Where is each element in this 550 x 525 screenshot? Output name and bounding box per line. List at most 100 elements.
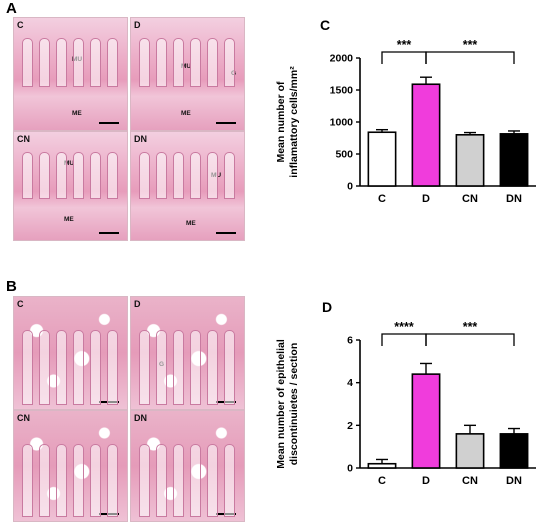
crypt-shape <box>190 330 201 405</box>
y-axis-label-line: Mean number of epithelial <box>275 339 287 469</box>
crypt-shape <box>56 330 67 405</box>
crypt-shape <box>207 38 218 88</box>
crypt-shape <box>207 151 218 199</box>
crypt-shape <box>156 330 167 405</box>
crypt-shape <box>139 330 150 405</box>
scale-bar <box>99 232 119 234</box>
x-tick-label: C <box>378 475 386 487</box>
bar-chart-inflammatory-cells: C 0 500 1000 1500 2000 Mean number ofinflamatt… <box>275 17 536 205</box>
crypt-shape <box>39 38 50 88</box>
layer-tag-mu: MU <box>64 160 75 167</box>
significance-label: *** <box>463 38 478 52</box>
layer-tag-mu: MU <box>181 63 192 70</box>
crypt-shape <box>207 330 218 405</box>
layer-tag-me: ME <box>72 110 82 117</box>
layer-tag-me: ME <box>186 220 196 227</box>
micrograph-b-c: C <box>13 296 128 410</box>
y-axis-label-line: inflamattory cells/mm² <box>288 66 300 178</box>
crypt-shape <box>173 38 184 88</box>
crypt-shape <box>73 443 84 517</box>
significance-bracket <box>381 333 427 346</box>
x-tick-label: CN <box>462 193 478 205</box>
y-tick-label: 0 <box>347 463 353 475</box>
crypt-shape <box>190 38 201 88</box>
crypt-shape <box>139 443 150 517</box>
micrograph-a-c: C MU ME <box>13 17 128 131</box>
bar-c <box>367 462 397 469</box>
bar-cn <box>455 134 485 187</box>
crypt-shape <box>107 330 118 405</box>
bar-chart-epithelial-discontinuities: D 0 2 4 6 Mean number of epithelialdiscontinu… <box>275 299 536 487</box>
panel-letter-a: A <box>6 0 17 17</box>
micrograph-label: D <box>134 20 141 30</box>
y-tick-label: 0 <box>347 181 353 193</box>
bar-cn <box>455 433 485 469</box>
crypt-shape <box>224 151 235 199</box>
significance-label: **** <box>394 320 414 334</box>
y-tick-label: 500 <box>335 149 353 161</box>
layer-tag-me: ME <box>181 110 191 117</box>
y-axis-label: Mean number ofinflamattory cells/mm² <box>275 66 300 178</box>
micrograph-label: C <box>17 299 24 309</box>
significance-label: *** <box>397 38 412 52</box>
crypt-shape <box>56 151 67 199</box>
x-tick-label: C <box>378 193 386 205</box>
crypt-shape <box>39 443 50 517</box>
crypt-shape <box>56 38 67 88</box>
significance-bracket <box>425 51 515 64</box>
y-tick-label: 4 <box>347 377 353 389</box>
panel-letter: D <box>322 299 332 315</box>
x-tick-label: CN <box>462 475 478 487</box>
layer-tag-me: ME <box>64 216 74 223</box>
micrograph-label: CN <box>17 134 30 144</box>
crypt-shape <box>156 38 167 88</box>
y-tick-label: 2 <box>347 420 353 432</box>
crypt-shape <box>156 151 167 199</box>
y-tick-label: 1500 <box>330 85 354 97</box>
micrograph-a-d: D MU ME G <box>130 17 245 131</box>
crypt-shape <box>22 38 33 88</box>
y-axis-label-line: Mean number of <box>275 81 287 163</box>
crypt-shape <box>22 330 33 405</box>
crypt-shape <box>22 151 33 199</box>
crypt-shape <box>224 330 235 405</box>
significance-bracket <box>381 51 427 64</box>
crypt-shape <box>39 151 50 199</box>
crypt-shape <box>73 151 84 199</box>
micrograph-a-cn: CN MU ME <box>13 131 128 241</box>
crypt-shape <box>139 151 150 199</box>
crypt-shape <box>56 443 67 517</box>
x-tick-label: DN <box>506 193 522 205</box>
micrograph-b-dn: DN <box>130 410 245 522</box>
crypt-shape <box>90 38 101 88</box>
crypt-shape <box>156 443 167 517</box>
crypt-shape <box>207 443 218 517</box>
bar-c <box>367 131 397 187</box>
micrograph-label: DN <box>134 413 147 423</box>
crypt-shape <box>39 330 50 405</box>
crypt-shape <box>22 443 33 517</box>
bar-dn <box>499 133 529 187</box>
y-tick-label: 2000 <box>330 53 354 65</box>
micrograph-b-d: D G <box>130 296 245 410</box>
micrograph-b-cn: CN <box>13 410 128 522</box>
crypt-shape <box>107 38 118 88</box>
scale-bar <box>99 122 119 124</box>
crypt-shape <box>90 151 101 199</box>
y-axis-label-line: discontinuietes / section <box>288 343 300 466</box>
y-tick-label: 6 <box>347 335 353 347</box>
crypt-shape <box>73 38 84 88</box>
crypt-shape <box>173 330 184 405</box>
crypt-shape <box>73 330 84 405</box>
crypt-shape <box>139 38 150 88</box>
crypt-shape <box>107 443 118 517</box>
crypt-shape <box>224 443 235 517</box>
x-tick-label: D <box>422 193 430 205</box>
y-axis-label: Mean number of epithelialdiscontinuietes… <box>275 339 300 469</box>
crypt-shape <box>173 443 184 517</box>
crypt-shape <box>90 443 101 517</box>
significance-bracket <box>425 333 515 346</box>
significance-label: *** <box>463 320 478 334</box>
scale-bar <box>216 232 236 234</box>
crypt-shape <box>173 151 184 199</box>
